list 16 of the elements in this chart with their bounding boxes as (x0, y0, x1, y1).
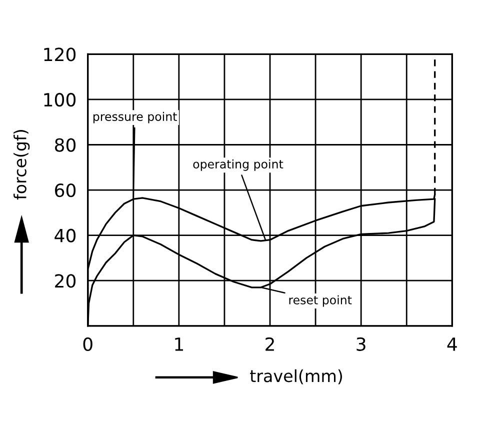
y-tick-label: 80 (54, 138, 76, 152)
x-tick-label: 3 (356, 337, 366, 351)
y-axis-title: force(gf) (14, 130, 30, 200)
annotation: reset point (289, 295, 352, 307)
y-tick-label: 60 (55, 183, 76, 198)
y-tick-label: 20 (55, 274, 76, 288)
y-tick-label: 100 (44, 92, 76, 107)
annotation: pressure point (93, 112, 177, 124)
x-tick-label: 1 (175, 338, 183, 351)
x-tick-label: 0 (83, 337, 92, 351)
x-tick-label: 4 (447, 338, 457, 351)
annotation: operating point (193, 159, 284, 171)
x-tick-label: 2 (266, 337, 274, 351)
y-tick-label: 40 (54, 228, 76, 242)
y-tick-label: 120 (44, 48, 76, 62)
x-axis-title: travel(mm) (250, 369, 342, 384)
